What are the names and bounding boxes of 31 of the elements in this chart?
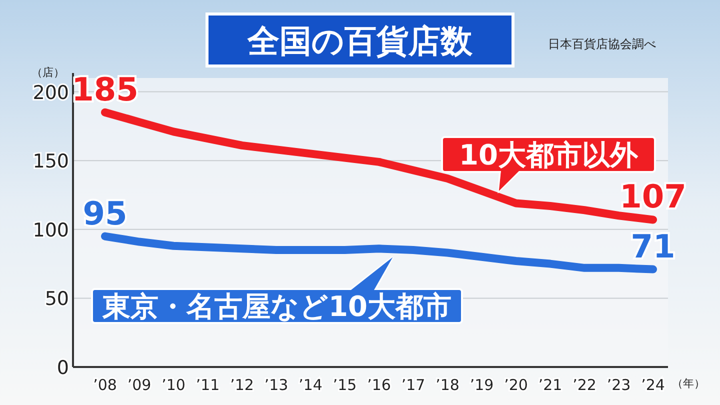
x-tick-label: ’22	[572, 376, 596, 394]
text: 日本百貨店協会調べ	[548, 37, 656, 51]
x-tick-label: ’18	[436, 376, 460, 394]
x-tick-label: ’08	[93, 376, 117, 394]
y-tick-label: 0	[56, 357, 69, 379]
x-tick-label: ’20	[504, 376, 528, 394]
chart-title: 全国の百貨店数	[246, 22, 474, 60]
x-tick-label: ’17	[401, 376, 426, 394]
x-tick-label: ’15	[332, 376, 357, 394]
x-tick-label: ’14	[298, 376, 322, 394]
data-label: 71	[630, 227, 676, 266]
y-tick-label: 150	[32, 150, 69, 173]
x-tick-label: ’10	[162, 376, 186, 394]
x-tick-label: ’19	[470, 376, 494, 394]
x-tick-label: ’23	[606, 376, 631, 394]
x-axis-title: （年）	[672, 377, 705, 390]
x-tick-label: ’21	[538, 376, 562, 394]
x-tick-label: ’11	[196, 376, 220, 394]
y-tick-label: 200	[32, 82, 69, 104]
x-tick-label: ’13	[264, 376, 288, 394]
y-axis-title: （店）	[32, 66, 64, 79]
legend-label: 東京・名古屋など10大都市	[102, 290, 452, 323]
series-label: 10大都市以外	[459, 138, 639, 172]
x-tick-label: ’12	[230, 376, 254, 394]
x-tick-label: ’24	[641, 376, 665, 394]
x-tick-label: ’16	[367, 376, 391, 394]
y-tick-label: 50	[44, 288, 69, 310]
x-tick-label: ’09	[127, 376, 152, 394]
data-label: 185	[72, 70, 138, 108]
data-label: 95	[82, 194, 128, 232]
y-tick-label: 100	[32, 219, 69, 242]
